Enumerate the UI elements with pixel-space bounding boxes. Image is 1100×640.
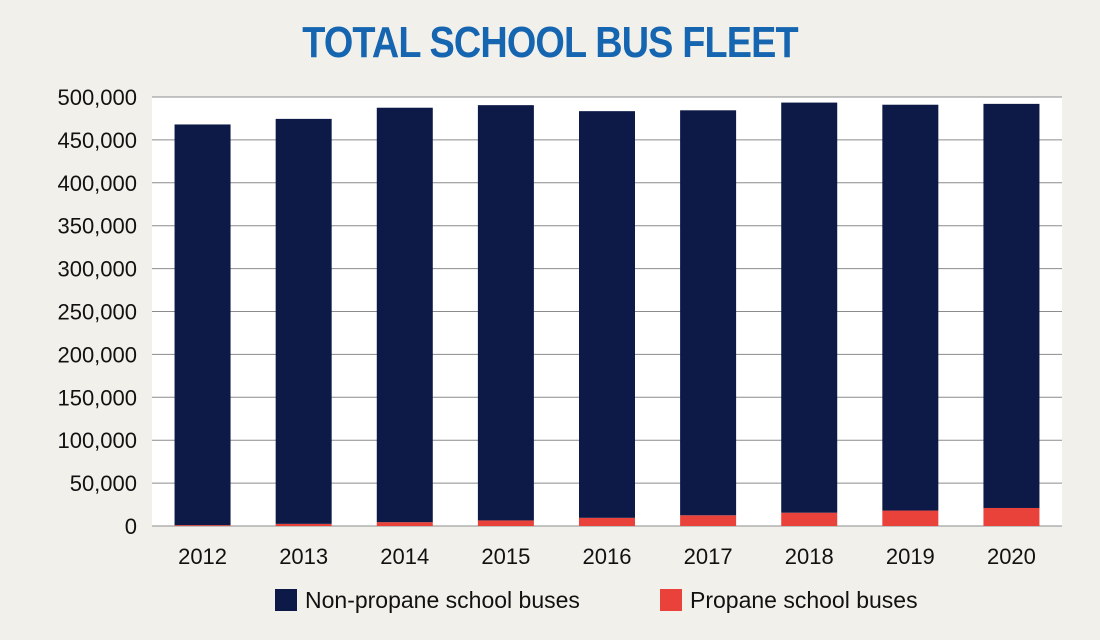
legend-swatch-non-propane — [275, 589, 297, 611]
bar-non-propane-2020 — [983, 103, 1040, 508]
x-tick-label: 2012 — [178, 544, 227, 569]
y-tick-label: 100,000 — [57, 428, 137, 453]
y-tick-label: 0 — [125, 514, 137, 539]
y-tick-label: 50,000 — [70, 471, 137, 496]
y-tick-label: 400,000 — [57, 171, 137, 196]
bar-non-propane-2013 — [275, 118, 332, 524]
bar-non-propane-2015 — [477, 105, 534, 521]
x-tick-label: 2013 — [279, 544, 328, 569]
x-axis-labels: 2012 2013 2014 2015 2016 2017 2018 2019 2020 — [178, 544, 1036, 569]
x-tick-label: 2015 — [481, 544, 530, 569]
bar-non-propane-2018 — [781, 102, 838, 513]
bar-propane-2016 — [579, 517, 635, 526]
bar-non-propane-2012 — [174, 124, 231, 526]
bar-non-propane-2017 — [680, 110, 737, 516]
y-tick-label: 150,000 — [57, 385, 137, 410]
bar-propane-2018 — [781, 512, 838, 526]
x-tick-label: 2020 — [987, 544, 1036, 569]
legend: Non-propane school buses Propane school … — [0, 585, 1100, 615]
bar-propane-2013 — [275, 523, 332, 526]
bar-non-propane-2014 — [376, 107, 433, 523]
y-axis-labels: 0 50,000 100,000 150,000 200,000 250,000 300,0… — [57, 85, 137, 539]
bar-propane-2020 — [983, 507, 1040, 526]
x-tick-label: 2019 — [886, 544, 935, 569]
bar-non-propane-2019 — [882, 104, 939, 511]
legend-swatch-propane — [660, 589, 682, 611]
y-tick-label: 250,000 — [57, 300, 137, 325]
y-tick-label: 500,000 — [57, 85, 137, 110]
bar-propane-2015 — [477, 520, 534, 526]
bar-propane-2014 — [376, 522, 433, 526]
bar-propane-2017 — [680, 515, 737, 526]
x-tick-label: 2016 — [583, 544, 632, 569]
bar-propane-2019 — [882, 510, 939, 526]
legend-label-propane: Propane school buses — [690, 587, 918, 613]
bar-propane-2012 — [174, 525, 231, 526]
y-tick-label: 200,000 — [57, 342, 137, 367]
legend-label-non-propane: Non-propane school buses — [305, 587, 580, 613]
x-tick-label: 2014 — [380, 544, 429, 569]
x-tick-label: 2017 — [684, 544, 733, 569]
x-tick-label: 2018 — [785, 544, 834, 569]
y-tick-label: 350,000 — [57, 214, 137, 239]
y-tick-label: 300,000 — [57, 257, 137, 282]
chart-title: TOTAL SCHOOL BUS FLEET — [302, 18, 798, 67]
bars — [174, 102, 1040, 526]
bar-non-propane-2016 — [579, 111, 635, 518]
y-tick-label: 450,000 — [57, 128, 137, 153]
